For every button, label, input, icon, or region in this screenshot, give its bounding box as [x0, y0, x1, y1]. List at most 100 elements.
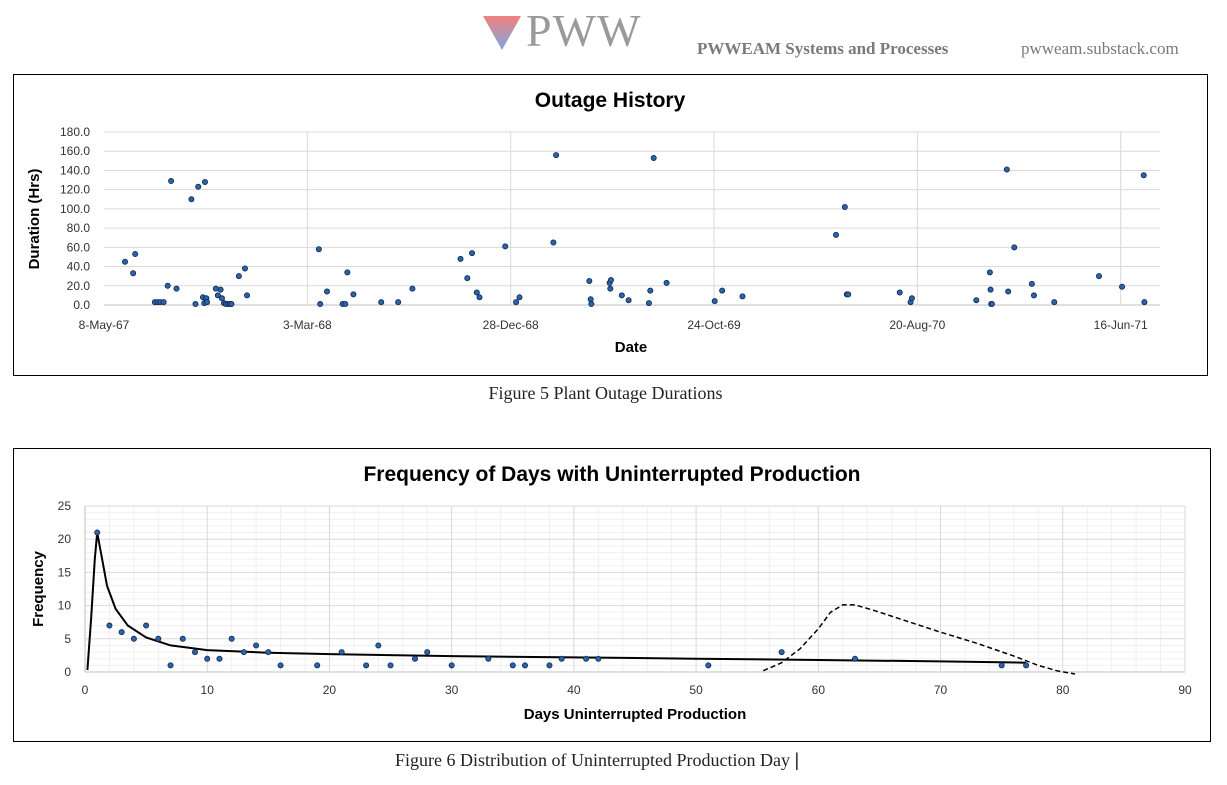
- data-point: [228, 635, 235, 642]
- data-point: [607, 277, 614, 284]
- data-point: [833, 231, 840, 238]
- data-point: [988, 301, 995, 308]
- data-point: [244, 292, 251, 299]
- y-tick-label: 0: [64, 665, 71, 679]
- data-point: [350, 291, 357, 298]
- data-point: [168, 178, 175, 185]
- data-point: [192, 301, 199, 308]
- data-point: [1095, 273, 1102, 280]
- data-point: [473, 289, 480, 296]
- data-point: [1140, 172, 1147, 179]
- x-tick-label: 10: [201, 683, 215, 697]
- data-point: [160, 299, 167, 306]
- data-point: [1023, 662, 1030, 669]
- data-point: [188, 196, 195, 203]
- data-point: [476, 294, 483, 301]
- y-tick-label: 5: [64, 632, 71, 646]
- data-point: [164, 282, 171, 289]
- data-point: [908, 295, 915, 302]
- data-point: [253, 642, 260, 649]
- x-tick-label: 70: [934, 683, 948, 697]
- pww-logo: PWW: [482, 8, 662, 56]
- data-point: [122, 258, 129, 265]
- y-tick-label: 10: [58, 599, 72, 613]
- data-point: [378, 299, 385, 306]
- data-point: [1005, 288, 1012, 295]
- x-tick-label: 8-May-67: [79, 318, 130, 332]
- data-point: [1030, 292, 1037, 299]
- data-point: [228, 301, 235, 308]
- y-tick-label: 15: [58, 565, 72, 579]
- data-point: [106, 622, 113, 629]
- x-tick-label: 60: [812, 683, 826, 697]
- data-point: [217, 286, 224, 293]
- data-point: [387, 662, 394, 669]
- data-point: [214, 292, 221, 299]
- data-point: [778, 649, 785, 656]
- data-point: [241, 265, 248, 272]
- data-point: [323, 288, 330, 295]
- y-tick-label: 20.0: [67, 279, 91, 293]
- data-point: [502, 243, 509, 250]
- data-point: [841, 203, 848, 210]
- figure-6-caption-text: Figure 6 Distribution of Uninterrupted P…: [395, 750, 790, 770]
- outage-history-svg: Outage History 0.0 20.0 40.0 60.0 80.0 100.0 1…: [26, 89, 1160, 356]
- data-point: [719, 287, 726, 294]
- data-point: [587, 296, 594, 303]
- x-tick-label: 0: [82, 683, 89, 697]
- figure-6-caption: Figure 6 Distribution of Uninterrupted P…: [395, 750, 799, 771]
- y-tick-label: 120.0: [60, 183, 90, 197]
- data-point: [607, 285, 614, 292]
- text-cursor: |: [794, 750, 800, 770]
- y-axis-label: Frequency: [30, 550, 47, 627]
- data-point: [986, 269, 993, 276]
- data-point: [588, 301, 595, 308]
- data-point: [212, 285, 219, 292]
- data-point: [448, 662, 455, 669]
- outage-history-chart: Outage History 0.0 20.0 40.0 60.0 80.0 100.0 1…: [13, 74, 1208, 376]
- data-point: [204, 299, 211, 306]
- x-tick-label: 30: [445, 683, 459, 697]
- data-point: [595, 655, 602, 662]
- data-point: [521, 662, 528, 669]
- data-point: [705, 662, 712, 669]
- data-point: [583, 655, 590, 662]
- data-point: [235, 273, 242, 280]
- data-point: [852, 655, 859, 662]
- data-point: [395, 299, 402, 306]
- x-tick-label: 3-Mar-68: [283, 318, 332, 332]
- data-point: [550, 239, 557, 246]
- data-point: [411, 655, 418, 662]
- y-tick-label: 80.0: [67, 221, 91, 235]
- data-point: [485, 655, 492, 662]
- data-point: [987, 286, 994, 293]
- data-point: [195, 183, 202, 190]
- data-point: [625, 297, 632, 304]
- data-point: [317, 301, 324, 308]
- data-point: [130, 635, 137, 642]
- y-tick-label: 25: [58, 499, 72, 513]
- y-tick-label: 0.0: [73, 298, 90, 312]
- data-point: [167, 662, 174, 669]
- uninterrupted-production-svg: Frequency of Days with Uninterrupted Pro…: [30, 463, 1192, 723]
- data-point: [94, 529, 101, 536]
- data-point: [1141, 299, 1148, 306]
- data-point: [998, 662, 1005, 669]
- data-point: [409, 285, 416, 292]
- data-point: [363, 662, 370, 669]
- y-tick-label: 40.0: [67, 260, 91, 274]
- data-point: [618, 292, 625, 299]
- data-point: [1003, 166, 1010, 173]
- data-point: [240, 649, 247, 656]
- data-point: [645, 300, 652, 307]
- data-point: [375, 642, 382, 649]
- data-point: [179, 635, 186, 642]
- data-point: [130, 270, 137, 277]
- data-point: [509, 662, 516, 669]
- data-point: [201, 178, 208, 185]
- fit-curve: [86, 532, 1027, 671]
- data-point: [216, 655, 223, 662]
- data-point: [513, 299, 520, 306]
- data-point: [204, 655, 211, 662]
- x-tick-label: 50: [689, 683, 703, 697]
